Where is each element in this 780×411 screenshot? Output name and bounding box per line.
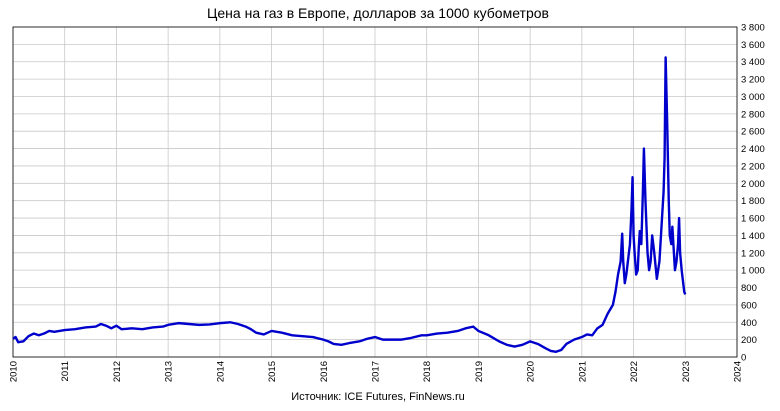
- y-tick-label: 3 600: [741, 40, 765, 51]
- y-tick-label: 3 800: [741, 23, 765, 34]
- gas-price-series-line: [12, 56, 687, 353]
- y-tick-label: 600: [741, 300, 757, 311]
- y-tick-label: 200: [741, 335, 757, 346]
- x-tick-label: 2019: [474, 361, 485, 382]
- x-tick-label: 2013: [164, 361, 175, 382]
- y-tick-label: 2 600: [741, 127, 765, 138]
- x-tick-label: 2010: [9, 361, 20, 382]
- y-tick-label: 2 400: [741, 144, 765, 155]
- y-tick-label: 800: [741, 283, 757, 294]
- x-tick-label: 2018: [422, 361, 433, 382]
- y-tick-label: 1 800: [741, 196, 765, 207]
- x-tick-label: 2024: [733, 361, 744, 382]
- y-axis-ticks: 0 200 400 600 800 1 000 1 200 1 400 1 600 1 800 2 …: [741, 23, 765, 364]
- y-tick-label: 2 000: [741, 179, 765, 190]
- x-tick-label: 2012: [112, 361, 123, 382]
- y-tick-label: 2 800: [741, 109, 765, 120]
- grid-layer: [12, 26, 738, 358]
- plot-border: [12, 26, 738, 358]
- x-tick-label: 2023: [681, 361, 692, 382]
- y-tick-label: 3 200: [741, 75, 765, 86]
- y-tick-label: 1 600: [741, 214, 765, 225]
- x-tick-label: 2015: [267, 361, 278, 382]
- y-tick-label: 0: [741, 353, 746, 364]
- x-tick-label: 2022: [629, 361, 640, 382]
- x-tick-label: 2011: [60, 361, 71, 381]
- x-tick-label: 2020: [526, 361, 537, 382]
- x-axis-ticks: 2010 2011 2012 2013 2014 2015 2016 2017 2018 2019…: [9, 361, 744, 382]
- y-tick-label: 2 200: [741, 161, 765, 172]
- x-tick-label: 2017: [371, 361, 382, 382]
- x-tick-label: 2021: [577, 361, 588, 382]
- x-tick-label: 2016: [319, 361, 330, 382]
- y-tick-label: 1 000: [741, 266, 765, 277]
- y-tick-label: 3 000: [741, 92, 765, 103]
- y-tick-label: 1 200: [741, 248, 765, 259]
- y-tick-label: 3 400: [741, 57, 765, 68]
- chart-source-note: Источник: ICE Futures, FinNews.ru: [291, 391, 465, 403]
- chart-title: Цена на газ в Европе, долларов за 1000 к…: [207, 5, 549, 21]
- x-tick-label: 2014: [215, 361, 226, 382]
- y-tick-label: 400: [741, 318, 757, 329]
- y-tick-label: 1 400: [741, 231, 765, 242]
